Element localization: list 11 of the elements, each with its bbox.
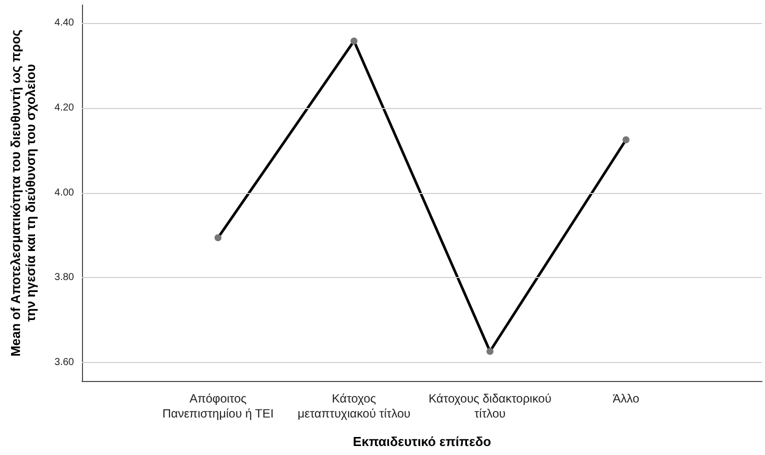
y-tick-label: 4.20 [54, 102, 74, 114]
y-tick-label: 4.00 [54, 187, 74, 198]
x-tick-label: Άλλο [612, 392, 640, 406]
x-tick-label: Κάτοχους διδακτορικού τίτλου [428, 392, 552, 420]
y-axis-title: Mean of Αποτελεσματικότητα του διευθυντή ως προς την ηγεσία και τη διεύθυνση του σχολείου [8, 29, 38, 357]
y-tick-label: 4.40 [54, 18, 74, 29]
y-tick-label: 3.80 [54, 272, 74, 284]
x-tick-label: Κάτοχος μεταπτυχιακού τίτλου [298, 392, 410, 420]
y-tick-label: 3.60 [54, 356, 74, 368]
x-axis-title: Εκπαιδευτικό επίπεδο [352, 434, 492, 449]
x-tick-label: Απόφοιτος Πανεπιστημίου ή ΤΕΙ [162, 392, 274, 420]
